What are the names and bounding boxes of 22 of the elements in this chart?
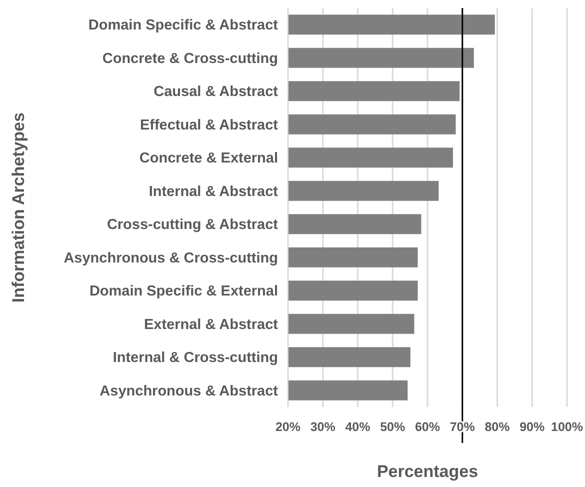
x-tick-label: 30%: [310, 420, 336, 434]
x-tick-label: 100%: [551, 420, 583, 434]
x-tick-label: 80%: [484, 420, 510, 434]
x-tick-label: 40%: [345, 420, 370, 434]
y-tick-label: Concrete & Cross-cutting: [102, 50, 278, 67]
x-axis-title: Percentages: [376, 462, 478, 481]
x-tick-label: 90%: [520, 420, 545, 434]
y-tick-label: Asynchronous & Abstract: [100, 383, 278, 400]
y-axis-title: Information Archetypes: [9, 112, 28, 303]
y-tick-label: Effectual & Abstract: [140, 117, 278, 134]
y-tick-label: External & Abstract: [144, 316, 278, 333]
y-tick-label: Internal & Cross-cutting: [112, 350, 278, 366]
y-tick-label: Cross-cutting & Abstract: [106, 217, 278, 234]
x-tick-label: 50%: [380, 420, 406, 434]
y-tick-label: Asynchronous & Cross-cutting: [64, 250, 278, 266]
y-tick-label: Concrete & External: [139, 150, 278, 167]
y-tick-label: Internal & Abstract: [148, 184, 278, 200]
x-tick-label: 20%: [275, 420, 301, 434]
y-tick-label: Domain Specific & Abstract: [88, 18, 278, 34]
x-tick-label: 60%: [414, 420, 440, 434]
y-tick-label: Domain Specific & External: [89, 284, 278, 300]
y-tick-label: Causal & Abstract: [154, 84, 278, 100]
